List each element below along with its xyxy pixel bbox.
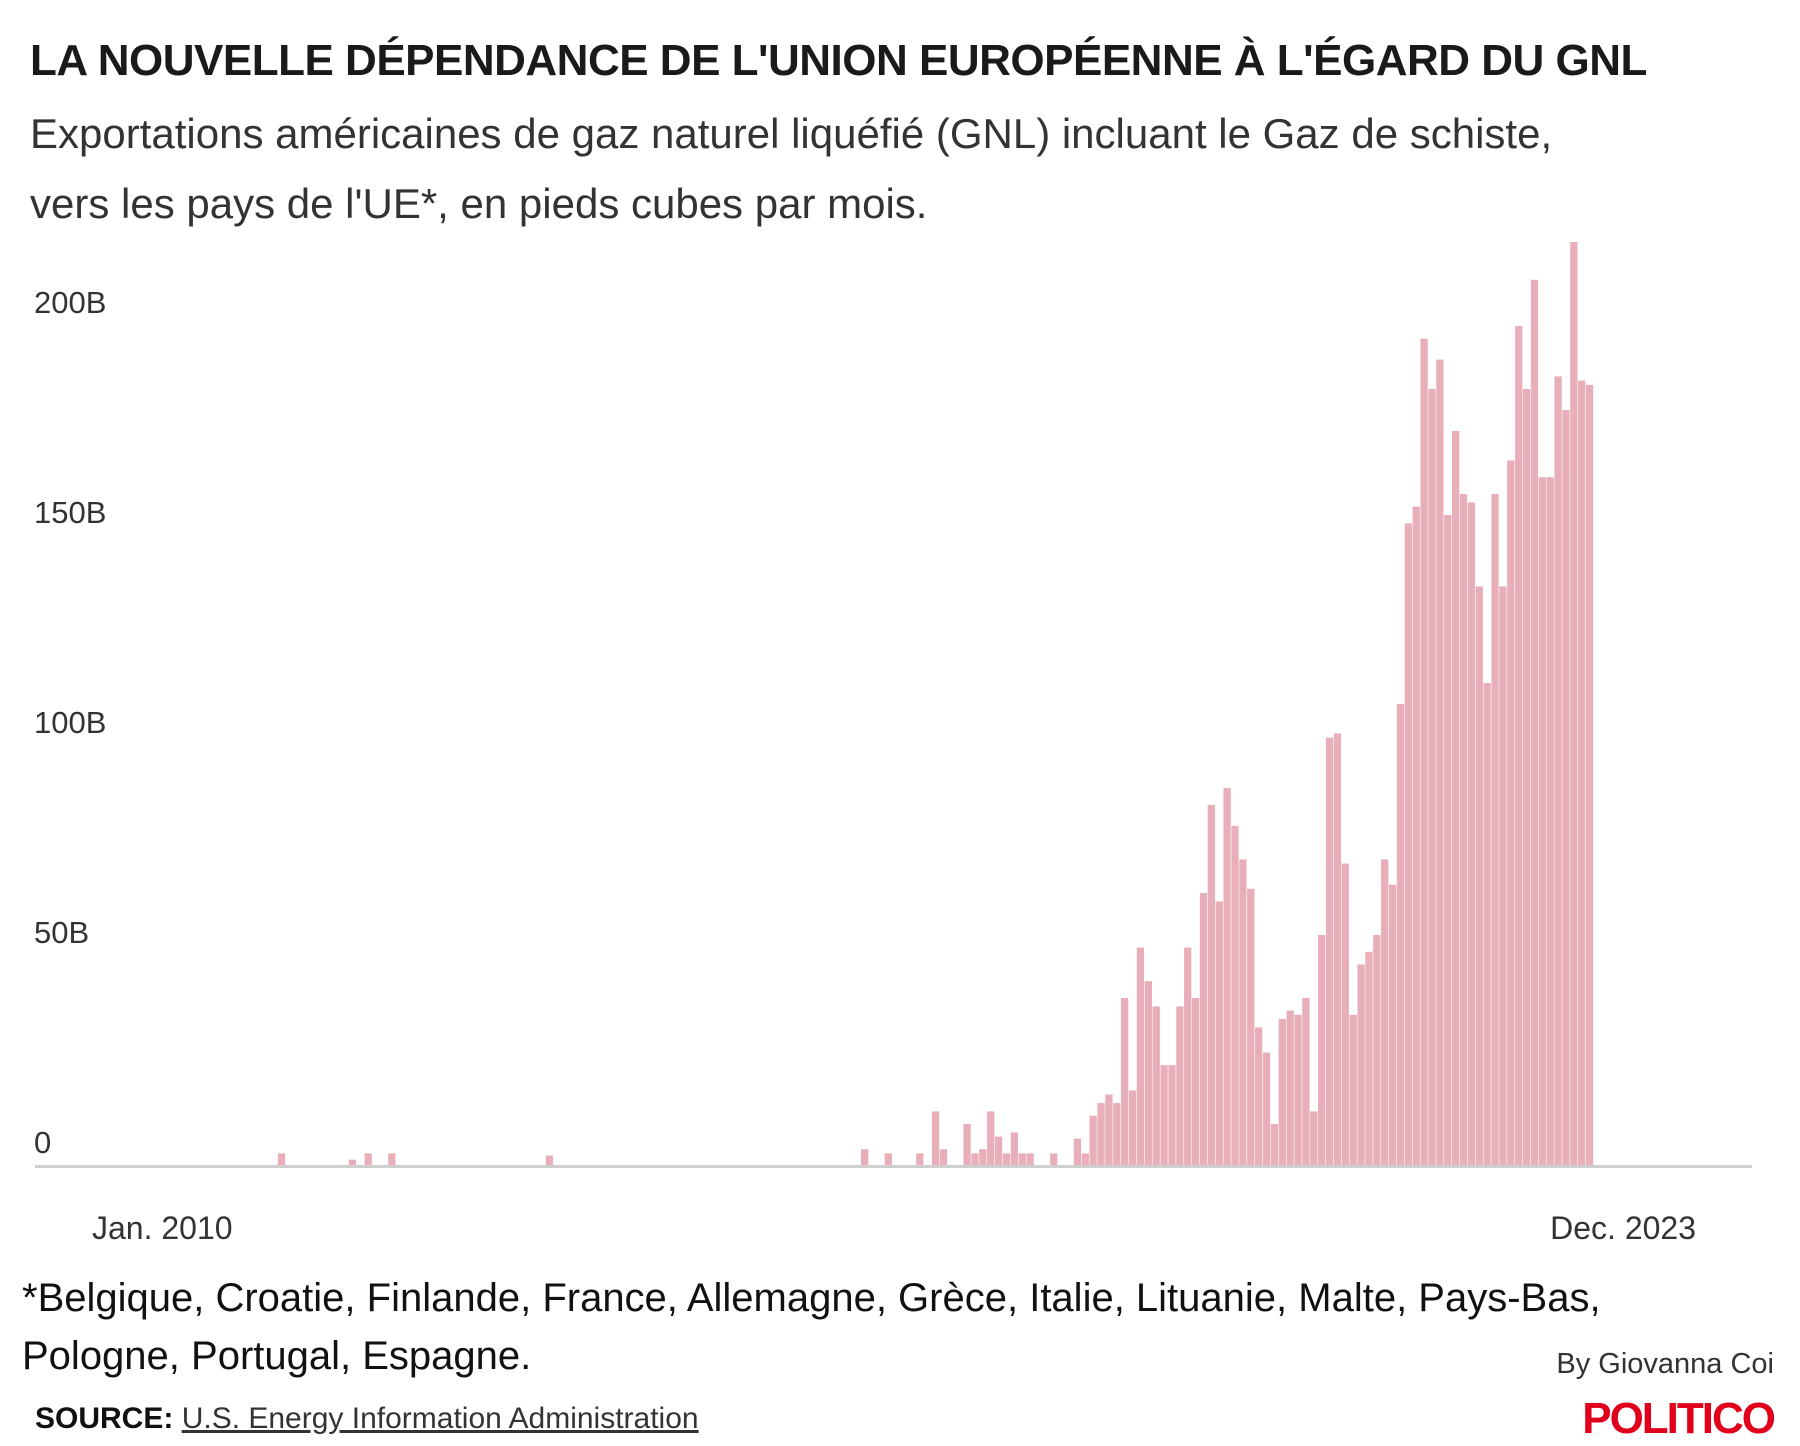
- y-tick-label: 50B: [34, 915, 90, 950]
- bar: [1483, 683, 1491, 1166]
- bar: [1388, 884, 1397, 1166]
- bar: [1491, 494, 1499, 1166]
- source-line: SOURCE: U.S. Energy Information Administ…: [35, 1402, 699, 1436]
- bar: [1113, 1103, 1121, 1166]
- bar: [1325, 737, 1334, 1166]
- bar: [1373, 935, 1381, 1166]
- y-tick-label: 100B: [34, 705, 107, 740]
- bar: [1530, 279, 1539, 1166]
- bar: [1128, 1090, 1137, 1166]
- bar: [1199, 893, 1208, 1166]
- bar: [1160, 1065, 1168, 1166]
- footnote-line-1: *Belgique, Croatie, Finlande, France, Al…: [22, 1276, 1601, 1320]
- bar: [1420, 338, 1428, 1167]
- bar: [1562, 410, 1570, 1166]
- bar: [861, 1149, 869, 1166]
- bar: [1105, 1094, 1113, 1166]
- bar: [1121, 998, 1129, 1166]
- bar: [1341, 863, 1349, 1166]
- bar: [1546, 477, 1554, 1166]
- bar: [963, 1124, 971, 1166]
- bar: [1507, 460, 1515, 1166]
- bar: [939, 1149, 948, 1166]
- bar: [1176, 1006, 1184, 1166]
- bar: [1428, 389, 1436, 1166]
- bar: [1168, 1065, 1176, 1166]
- bar: [1357, 964, 1365, 1166]
- bar: [1365, 951, 1373, 1166]
- bar: [1136, 947, 1145, 1166]
- bar: [1302, 998, 1310, 1166]
- bar: [1270, 1124, 1279, 1166]
- bar: [1381, 859, 1389, 1166]
- footnote-line-2: Pologne, Portugal, Espagne.: [22, 1334, 532, 1378]
- bar: [1255, 1027, 1263, 1166]
- bar: [1570, 242, 1578, 1166]
- source-link[interactable]: U.S. Energy Information Administration: [181, 1402, 699, 1435]
- bar: [987, 1111, 995, 1166]
- bar: [1286, 1010, 1294, 1166]
- bar: [1515, 326, 1523, 1166]
- bar: [1247, 888, 1255, 1166]
- x-axis-start-label: Jan. 2010: [92, 1210, 233, 1246]
- bar: [1231, 825, 1239, 1166]
- bar: [931, 1111, 940, 1166]
- y-tick-label: 0: [34, 1125, 52, 1160]
- byline: By Giovanna Coi: [1556, 1348, 1774, 1380]
- x-axis-end-label: Dec. 2023: [1550, 1210, 1696, 1246]
- bar: [1459, 494, 1468, 1166]
- bar: [1412, 506, 1420, 1167]
- bar: [1333, 733, 1342, 1166]
- bar: [1404, 523, 1412, 1166]
- bar: [1444, 515, 1452, 1166]
- politico-logo: POLITICO: [1582, 1394, 1776, 1443]
- bar: [994, 1136, 1003, 1166]
- bar: [1585, 384, 1594, 1166]
- bar: [1499, 586, 1507, 1166]
- bar: [1475, 586, 1483, 1166]
- bar: [1144, 981, 1152, 1166]
- bar: [1522, 389, 1531, 1166]
- chart-subtitle-line-2: vers les pays de l'UE*, en pieds cubes p…: [30, 180, 928, 227]
- chart-subtitle-line-1: Exportations américaines de gaz naturel …: [30, 110, 1553, 157]
- bar: [1073, 1138, 1082, 1166]
- bar: [1207, 804, 1215, 1166]
- bar: [1089, 1115, 1097, 1166]
- bar: [1554, 376, 1562, 1166]
- bar: [1310, 1111, 1318, 1166]
- bar: [1262, 1052, 1271, 1166]
- bar: [979, 1149, 987, 1166]
- bar: [1452, 431, 1460, 1166]
- bar: [1538, 477, 1546, 1166]
- bar: [1349, 1014, 1357, 1166]
- bar: [1467, 502, 1476, 1166]
- y-tick-label: 200B: [34, 285, 107, 320]
- bar: [1294, 1014, 1302, 1166]
- bar: [1278, 1019, 1286, 1166]
- bar: [1184, 947, 1192, 1166]
- bar: [1436, 359, 1444, 1167]
- bar: [1097, 1103, 1105, 1166]
- x-axis-line: [35, 1165, 1752, 1168]
- source-label: SOURCE:: [35, 1402, 174, 1435]
- bar: [1396, 704, 1405, 1166]
- bar: [1578, 380, 1586, 1167]
- bar: [1010, 1132, 1018, 1166]
- chart-title: LA NOUVELLE DÉPENDANCE DE L'UNION EUROPÉ…: [30, 36, 1647, 85]
- bar: [1191, 998, 1200, 1166]
- bar: [1215, 901, 1223, 1166]
- bar: [1223, 788, 1231, 1166]
- y-tick-label: 150B: [34, 495, 107, 530]
- bar: [1239, 859, 1247, 1166]
- bar: [1152, 1006, 1160, 1166]
- bar: [1318, 935, 1326, 1166]
